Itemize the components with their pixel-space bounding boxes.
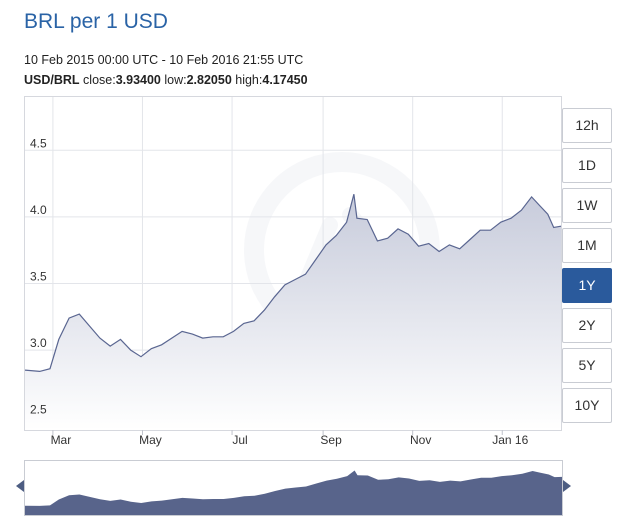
timeframe-button-1d[interactable]: 1D	[562, 148, 612, 183]
y-tick-label: 4.5	[30, 136, 47, 150]
x-tick-label: Sep	[320, 433, 342, 447]
y-tick-label: 3.0	[30, 336, 47, 350]
low-value: 2.82050	[186, 73, 232, 87]
high-value: 4.17450	[262, 73, 308, 87]
x-tick-label: Nov	[410, 433, 431, 447]
price-line	[24, 194, 562, 373]
navigator-left-arrow-icon[interactable]	[16, 480, 24, 492]
timeframe-button-1w[interactable]: 1W	[562, 188, 612, 223]
y-tick-label: 2.5	[30, 403, 47, 417]
date-range: 10 Feb 2015 00:00 UTC - 10 Feb 2016 21:5…	[24, 53, 304, 67]
x-tick-label: Jan 16	[492, 433, 528, 447]
close-label: close:	[79, 73, 116, 87]
timeframe-button-12h[interactable]: 12h	[562, 108, 612, 143]
currency-pair: USD/BRL	[24, 73, 80, 87]
y-tick-label: 3.5	[30, 269, 47, 283]
timeframe-button-1y[interactable]: 1Y	[562, 268, 612, 303]
x-tick-label: Mar	[51, 433, 72, 447]
timeframe-selector: 12h 1D 1W 1M 1Y 2Y 5Y 10Y	[562, 108, 612, 428]
navigator-right-arrow-icon[interactable]	[563, 480, 571, 492]
low-label: low:	[160, 73, 187, 87]
x-tick-label: May	[139, 433, 162, 447]
timeframe-button-1m[interactable]: 1M	[562, 228, 612, 263]
high-label: high:	[231, 73, 263, 87]
y-tick-label: 4.0	[30, 203, 47, 217]
timeframe-button-2y[interactable]: 2Y	[562, 308, 612, 343]
price-area	[25, 194, 561, 430]
price-stats: USD/BRL close:3.93400 low:2.82050 high:4…	[24, 73, 308, 87]
close-value: 3.93400	[115, 73, 161, 87]
chart-title: BRL per 1 USD	[24, 10, 168, 33]
x-tick-label: Jul	[232, 433, 247, 447]
timeframe-button-10y[interactable]: 10Y	[562, 388, 612, 423]
timeframe-button-5y[interactable]: 5Y	[562, 348, 612, 383]
